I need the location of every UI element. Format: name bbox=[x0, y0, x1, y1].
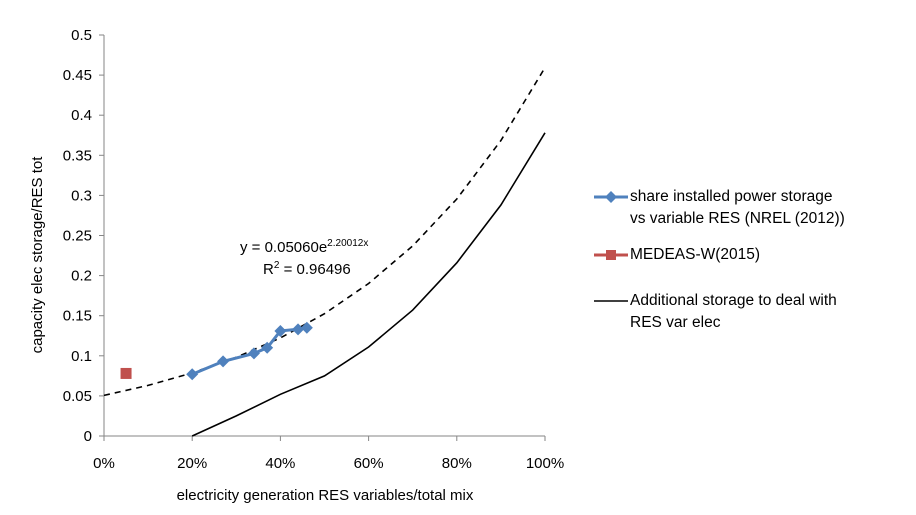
x-tick-label: 0% bbox=[93, 455, 115, 472]
legend: share installed power storage vs variabl… bbox=[594, 186, 904, 348]
y-tick-label: 0.45 bbox=[63, 67, 92, 84]
nrel-data-point bbox=[292, 323, 305, 336]
nrel-data-point bbox=[300, 321, 313, 334]
x-tick-label: 40% bbox=[265, 455, 295, 472]
nrel-data-point bbox=[247, 347, 260, 360]
y-axis: 0 0.05 0.1 0.15 0.2 0.25 0.3 0.35 0.4 0.45 0.5 bbox=[63, 27, 105, 445]
trendline-dashed bbox=[103, 67, 546, 397]
x-tick-label: 80% bbox=[442, 455, 472, 472]
legend-swatch-nrel bbox=[594, 191, 628, 203]
y-tick-label: 0 bbox=[84, 428, 92, 445]
y-tick-label: 0.4 bbox=[71, 107, 92, 124]
legend-item-medeas: MEDEAS-W(2015) bbox=[594, 244, 904, 266]
r-squared-annotation: R2 = 0.96496 bbox=[263, 260, 351, 278]
y-axis-title: capacity elec storage/RES tot bbox=[29, 156, 46, 354]
x-tick-label: 20% bbox=[177, 455, 207, 472]
y-tick-label: 0.35 bbox=[63, 147, 92, 164]
legend-label: share installed power storage bbox=[630, 188, 833, 205]
legend-label: RES var elec bbox=[630, 314, 721, 331]
y-tick-label: 0.1 bbox=[71, 348, 92, 365]
nrel-data-point bbox=[274, 324, 287, 337]
trendline-equation: y = 0.05060e2.20012x bbox=[240, 238, 368, 256]
nrel-series-line bbox=[191, 326, 308, 376]
medeas-data-point bbox=[120, 367, 132, 379]
y-tick-label: 0.25 bbox=[63, 228, 92, 245]
nrel-data-point bbox=[217, 355, 230, 368]
y-tick-label: 0.15 bbox=[63, 308, 92, 325]
x-axis: 0% 20% 40% 60% 80% 100% bbox=[93, 435, 564, 472]
nrel-data-point bbox=[261, 341, 274, 354]
legend-label: vs variable RES (NREL (2012)) bbox=[630, 210, 845, 227]
y-tick-label: 0.5 bbox=[71, 27, 92, 44]
x-axis-title: electricity generation RES variables/tot… bbox=[177, 487, 474, 504]
x-tick-label: 60% bbox=[354, 455, 384, 472]
additional-storage-line bbox=[191, 132, 546, 437]
y-tick-label: 0.3 bbox=[71, 187, 92, 204]
legend-label: MEDEAS-W(2015) bbox=[630, 246, 761, 263]
legend-item-nrel: share installed power storage vs variabl… bbox=[594, 186, 904, 230]
plot-series bbox=[103, 67, 546, 437]
y-tick-label: 0.05 bbox=[63, 388, 92, 405]
legend-swatch-medeas bbox=[594, 250, 628, 260]
legend-label: Additional storage to deal with bbox=[630, 292, 837, 309]
legend-swatch-additional-storage bbox=[594, 300, 628, 302]
y-tick-label: 0.2 bbox=[71, 268, 92, 285]
nrel-data-point bbox=[186, 368, 199, 381]
legend-item-additional-storage: Additional storage to deal with RES var … bbox=[594, 290, 904, 334]
x-tick-label: 100% bbox=[526, 455, 564, 472]
